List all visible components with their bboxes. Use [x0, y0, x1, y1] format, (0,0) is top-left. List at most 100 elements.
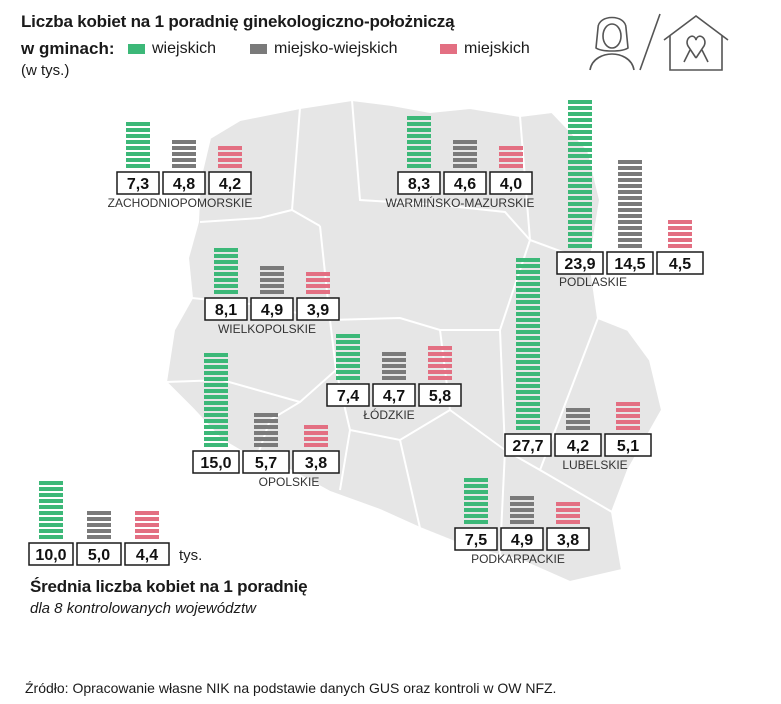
- region-zachodniopomorskie-bar-wiejskich: [126, 122, 150, 168]
- region-wielkopolskie-value-box: [204, 297, 248, 321]
- bar-stripe: [568, 118, 592, 122]
- bar-stripe: [568, 130, 592, 134]
- bar-stripe: [499, 164, 523, 168]
- region-warmi-sko-mazurskie-value-box: [443, 171, 487, 195]
- bar-stripe: [260, 272, 284, 276]
- bar-stripe: [39, 523, 63, 527]
- region-lubelskie-value-box: [504, 433, 552, 457]
- bar-stripe: [568, 172, 592, 176]
- legend-swatch-rural: [128, 44, 145, 54]
- bar-stripe: [516, 372, 540, 376]
- region--dzkie-bar-miejskich: [428, 346, 452, 380]
- region-podlaskie-bar-miejskich: [668, 220, 692, 248]
- bar-stripe: [254, 443, 278, 447]
- bar-stripe: [618, 196, 642, 200]
- bar-stripe: [172, 152, 196, 156]
- average-value-box: [124, 542, 170, 566]
- bar-stripe: [453, 152, 477, 156]
- bar-stripe: [618, 202, 642, 206]
- bar-stripe: [516, 420, 540, 424]
- bar-stripe: [214, 290, 238, 294]
- bar-stripe: [618, 160, 642, 164]
- bar-stripe: [568, 208, 592, 212]
- bar-stripe: [214, 278, 238, 282]
- average-bar-miejskich: [135, 511, 159, 539]
- bar-stripe: [260, 284, 284, 288]
- bar-stripe: [87, 511, 111, 515]
- region-podlaskie-bar-wiejskich: [568, 100, 592, 248]
- bar-stripe: [616, 408, 640, 412]
- bar-stripe: [516, 300, 540, 304]
- average-unit: tys.: [179, 547, 202, 564]
- region-group--dzkie: 7,4 4,7 5,8: [326, 334, 462, 407]
- average-value-label: 10,0: [35, 547, 66, 564]
- bar-stripe: [218, 158, 242, 162]
- bar-stripe: [87, 517, 111, 521]
- bar-stripe: [126, 140, 150, 144]
- bar-stripe: [618, 214, 642, 218]
- region-podkarpackie-bar-miejskich: [556, 502, 580, 524]
- bar-stripe: [464, 478, 488, 482]
- bar-stripe: [516, 282, 540, 286]
- bar-stripe: [39, 511, 63, 515]
- bar-stripe: [516, 288, 540, 292]
- bar-stripe: [260, 278, 284, 282]
- bar-stripe: [382, 358, 406, 362]
- region-name-wielkopolskie: WIELKOPOLSKIE: [218, 322, 316, 336]
- region-group-warmi-sko-mazurskie: 8,3 4,6 4,0: [397, 116, 533, 195]
- bar-stripe: [428, 376, 452, 380]
- average-value-label: 5,0: [88, 547, 110, 564]
- bar-stripe: [428, 352, 452, 356]
- bar-stripe: [204, 401, 228, 405]
- bar-stripe: [126, 158, 150, 162]
- bar-stripe: [204, 443, 228, 447]
- bar-stripe: [568, 184, 592, 188]
- bars-layer: 7,3 4,8 4,2 ZACHODNIOPOMORSKIE 8,3 4,6 4,0 WARM…: [28, 100, 704, 566]
- bar-stripe: [618, 172, 642, 176]
- region-warmi-sko-mazurskie-value-label: 8,3: [408, 176, 430, 193]
- bar-stripe: [568, 226, 592, 230]
- region-podkarpackie-bar-miejsko-wiejskich: [510, 496, 534, 524]
- bar-stripe: [516, 426, 540, 430]
- bar-stripe: [260, 290, 284, 294]
- poland-outline: [164, 98, 664, 584]
- legend-label-urban: miejskich: [464, 40, 530, 57]
- bar-stripe: [516, 378, 540, 382]
- bar-stripe: [510, 496, 534, 500]
- bar-stripe: [453, 164, 477, 168]
- bar-stripe: [382, 370, 406, 374]
- bar-stripe: [336, 370, 360, 374]
- bar-stripe: [428, 346, 452, 350]
- region-group-wielkopolskie: 8,1 4,9 3,9: [204, 248, 340, 321]
- region-wielkopolskie-value-label: 8,1: [215, 302, 237, 319]
- bar-stripe: [453, 146, 477, 150]
- region-zachodniopomorskie-value-box: [208, 171, 252, 195]
- bar-stripe: [336, 340, 360, 344]
- bar-stripe: [618, 208, 642, 212]
- bar-stripe: [135, 523, 159, 527]
- region-opolskie-bar-miejsko-wiejskich: [254, 413, 278, 447]
- bar-stripe: [618, 226, 642, 230]
- legend-label-urban-rural: miejsko-wiejskich: [274, 40, 398, 57]
- region-name-opolskie: OPOLSKIE: [259, 475, 320, 489]
- source-note: Źródło: Opracowanie własne NIK na podsta…: [25, 680, 557, 696]
- bar-stripe: [516, 324, 540, 328]
- bar-stripe: [464, 490, 488, 494]
- region--dzkie-value-box: [326, 383, 370, 407]
- region-opolskie-value-box: [192, 450, 240, 474]
- region-warmi-sko-mazurskie-bar-wiejskich: [407, 116, 431, 168]
- bar-stripe: [304, 443, 328, 447]
- region-podkarpackie-bar-wiejskich: [464, 478, 488, 524]
- region-podlaskie-value-box: [556, 251, 604, 275]
- average-subtitle: dla 8 kontrolowanych województw: [30, 600, 256, 617]
- bar-stripe: [304, 437, 328, 441]
- bar-stripe: [618, 190, 642, 194]
- bar-stripe: [668, 244, 692, 248]
- bar-stripe: [214, 260, 238, 264]
- bar-stripe: [336, 346, 360, 350]
- bar-stripe: [382, 364, 406, 368]
- bar-stripe: [204, 365, 228, 369]
- bar-stripe: [204, 437, 228, 441]
- region-group-opolskie: 15,0 5,7 3,8: [192, 353, 340, 474]
- bar-stripe: [453, 158, 477, 162]
